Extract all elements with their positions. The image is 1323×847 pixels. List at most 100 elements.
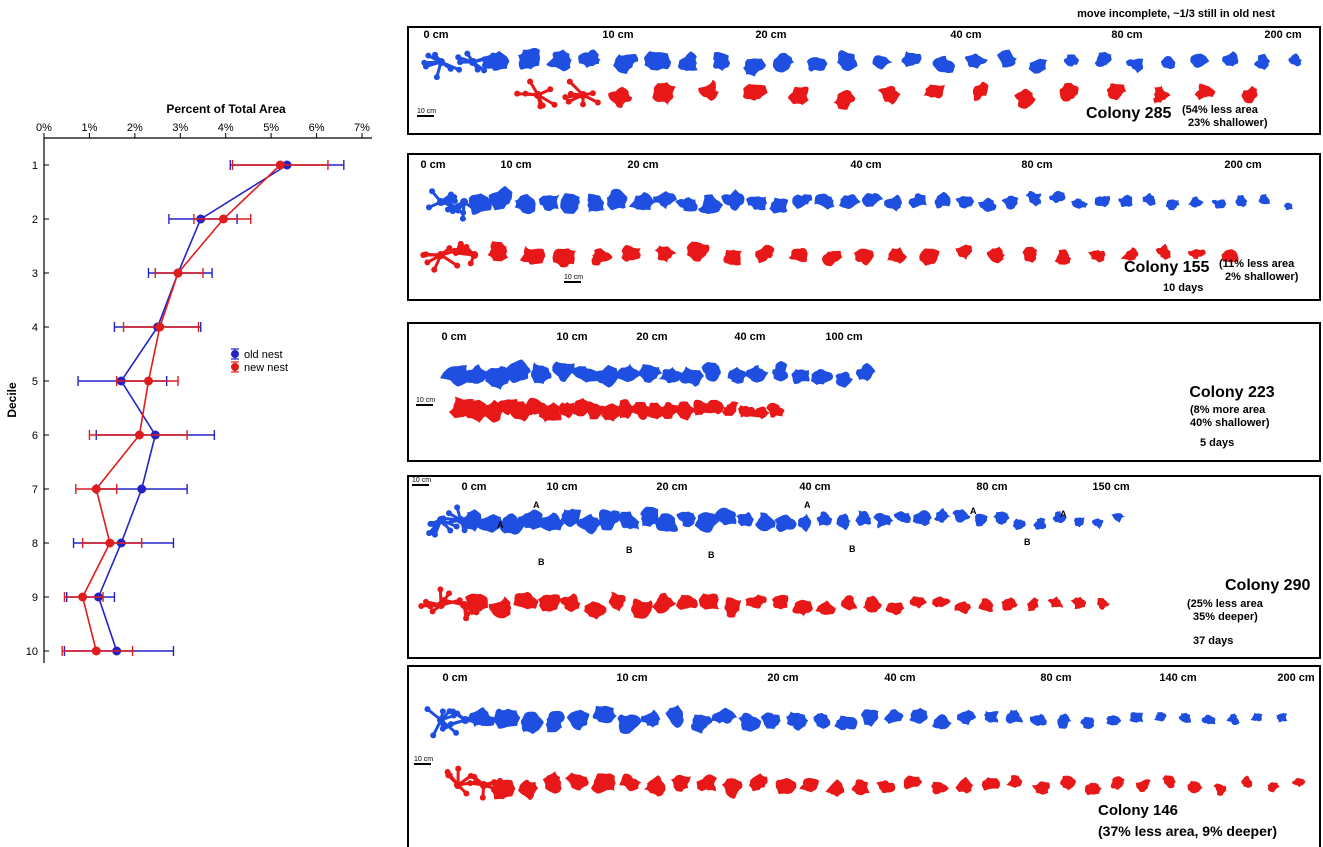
old-nest-chamber bbox=[570, 366, 599, 383]
old-nest-chamber bbox=[964, 53, 988, 69]
old-nest-chamber bbox=[461, 364, 492, 384]
new-nest-chamber bbox=[787, 86, 809, 106]
old-nest-chamber bbox=[727, 366, 747, 384]
panel-frame bbox=[407, 153, 1321, 301]
depth-label: 200 cm bbox=[1277, 672, 1315, 684]
colony-label: Colony 223 bbox=[1189, 384, 1274, 401]
new-nest-chamber bbox=[932, 596, 951, 608]
old-nest-chamber bbox=[517, 509, 543, 530]
old-nest-chamber bbox=[1033, 517, 1047, 530]
new-nest-chamber bbox=[766, 402, 785, 418]
tunnel-hub bbox=[437, 716, 445, 724]
old-nest-chamber bbox=[797, 513, 812, 533]
tunnel-end bbox=[441, 520, 448, 527]
tunnel-end bbox=[565, 98, 572, 105]
new-nest-chamber bbox=[696, 774, 717, 792]
new-nest-chamber bbox=[675, 594, 698, 610]
new-nest-chamber bbox=[631, 598, 653, 619]
new-nest-chamber bbox=[621, 244, 641, 262]
old-nest-chamber bbox=[1129, 712, 1144, 723]
series-line bbox=[81, 164, 281, 652]
old-nest-chamber bbox=[1012, 518, 1026, 531]
tunnel-end bbox=[445, 590, 452, 597]
old-nest-chamber bbox=[813, 712, 831, 729]
old-nest-chamber bbox=[1288, 53, 1303, 67]
tunnel-end bbox=[432, 51, 439, 58]
old-nest-chamber bbox=[468, 193, 492, 215]
old-nest-chamber bbox=[1165, 199, 1180, 211]
tunnel-end bbox=[547, 86, 554, 93]
depth-label: 0 cm bbox=[441, 331, 466, 343]
new-nest-chamber bbox=[1213, 783, 1227, 796]
panel-frame bbox=[407, 475, 1321, 659]
chamber-marker-b: B bbox=[1024, 537, 1031, 547]
tunnel-end bbox=[454, 262, 461, 269]
new-nest-chamber bbox=[659, 402, 681, 420]
old-nest-chamber bbox=[1190, 53, 1210, 69]
depth-label: 10 cm bbox=[556, 331, 587, 343]
tunnel-end bbox=[447, 527, 454, 534]
y-tick-label: 6 bbox=[32, 430, 38, 442]
old-nest-chamber bbox=[1106, 715, 1122, 726]
colony-panel: 0 cm 10 cm 20 cm 40 cm 80 cm 140 cm 200 cm 10 c… bbox=[407, 665, 1321, 847]
old-nest-chamber bbox=[978, 197, 997, 212]
old-nest-chamber bbox=[676, 511, 696, 528]
chamber-marker-b: B bbox=[849, 544, 856, 554]
tunnel-end bbox=[481, 67, 488, 74]
old-nest-chamber bbox=[745, 365, 769, 383]
old-nest-chamber bbox=[893, 511, 911, 524]
old-nest-chamber bbox=[810, 369, 834, 386]
colony-label: Colony 146 bbox=[1098, 802, 1178, 819]
chamber-marker-a: A bbox=[533, 500, 540, 510]
new-nest-chamber bbox=[771, 594, 789, 610]
chamber-marker-a: A bbox=[804, 500, 811, 510]
old-nest-chamber bbox=[677, 51, 698, 71]
x-tick-label: 1% bbox=[81, 122, 97, 134]
new-nest-chamber bbox=[591, 773, 616, 794]
new-nest-chamber bbox=[619, 773, 642, 792]
depth-label: 80 cm bbox=[1111, 29, 1142, 41]
x-tick-label: 6% bbox=[309, 122, 325, 134]
depth-label: 140 cm bbox=[1159, 672, 1197, 684]
old-nest-chamber bbox=[1111, 513, 1126, 523]
new-nest-chamber bbox=[1014, 88, 1036, 109]
old-nest-chamber bbox=[1071, 198, 1089, 209]
old-nest-chamber bbox=[855, 510, 872, 526]
tunnel-end bbox=[426, 530, 433, 537]
scale-bar-label: 10 cm bbox=[416, 397, 435, 404]
depth-label: 10 cm bbox=[616, 672, 647, 684]
new-nest-chamber bbox=[978, 598, 994, 613]
data-point bbox=[91, 484, 101, 494]
legend-label: old nest bbox=[244, 349, 283, 361]
new-nest-chamber bbox=[792, 599, 813, 617]
colony-change-depth: 35% deeper) bbox=[1193, 611, 1258, 623]
y-tick-label: 10 bbox=[26, 646, 38, 658]
new-nest-chamber bbox=[686, 241, 710, 262]
new-nest-chamber bbox=[788, 247, 808, 263]
new-nest-chamber bbox=[617, 399, 635, 420]
old-nest-chamber bbox=[993, 511, 1010, 525]
tunnel-hub bbox=[534, 91, 542, 99]
colony-change: (37% less area, 9% deeper) bbox=[1098, 823, 1277, 839]
tunnel-end bbox=[454, 247, 461, 254]
tunnel-end bbox=[455, 765, 462, 772]
tunnel-end bbox=[424, 259, 431, 266]
tunnel-end bbox=[464, 610, 471, 617]
old-nest-chamber bbox=[612, 53, 639, 74]
new-nest-chamber bbox=[1027, 597, 1039, 612]
old-nest-chamber bbox=[760, 712, 781, 729]
y-tick-label: 9 bbox=[32, 592, 38, 604]
x-tick-label: 5% bbox=[263, 122, 279, 134]
tunnel-end bbox=[539, 102, 546, 109]
old-nest-chamber bbox=[912, 510, 932, 527]
new-nest-chamber bbox=[1047, 596, 1063, 608]
tunnel-end bbox=[580, 101, 587, 108]
old-nest-chamber bbox=[774, 514, 797, 533]
depth-label: 200 cm bbox=[1264, 29, 1302, 41]
old-nest-chamber bbox=[690, 714, 713, 734]
new-nest-chamber bbox=[652, 82, 676, 106]
old-nest-chamber bbox=[675, 197, 698, 212]
tunnel-end bbox=[440, 515, 447, 522]
tunnel-end bbox=[422, 598, 429, 605]
scale-bar: 10 cm bbox=[414, 756, 433, 765]
